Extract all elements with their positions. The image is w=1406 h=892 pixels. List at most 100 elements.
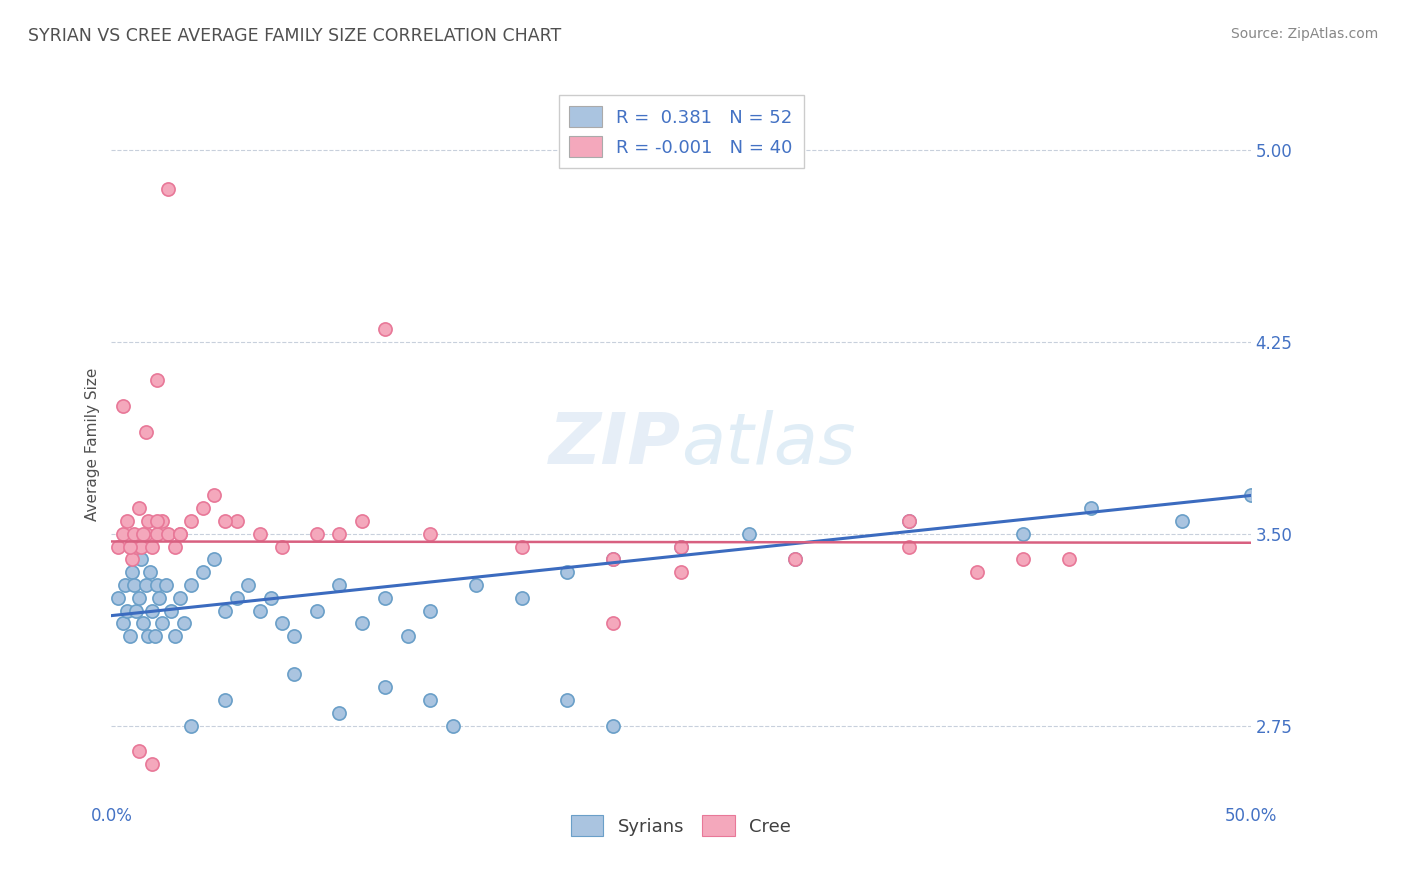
Point [146, 373, 169, 387]
Point [128, 501, 150, 516]
Point [1012, 526, 1035, 541]
Point [150, 514, 173, 528]
Point [202, 488, 225, 502]
Point [738, 526, 761, 541]
Text: atlas: atlas [681, 409, 856, 479]
Point [141, 756, 163, 771]
Point [602, 552, 624, 566]
Point [225, 514, 247, 528]
Point [159, 603, 181, 617]
Point [602, 718, 624, 732]
Point [117, 514, 139, 528]
Point [555, 693, 578, 707]
Point [328, 578, 350, 592]
Point [180, 578, 202, 592]
Point [202, 552, 225, 566]
Point [155, 578, 177, 592]
Point [1057, 552, 1080, 566]
Point [352, 616, 374, 631]
Point [328, 526, 350, 541]
Point [898, 540, 921, 554]
Point [125, 603, 148, 617]
Point [441, 718, 464, 732]
Point [669, 540, 692, 554]
Point [122, 526, 145, 541]
Point [173, 616, 195, 631]
Text: ZIP: ZIP [548, 409, 681, 479]
Point [107, 591, 129, 605]
Point [465, 578, 488, 592]
Point [150, 616, 173, 631]
Point [249, 603, 271, 617]
Point [180, 718, 202, 732]
Point [165, 540, 187, 554]
Point [214, 693, 236, 707]
Point [898, 514, 921, 528]
Point [510, 591, 533, 605]
Point [157, 181, 180, 195]
Point [118, 540, 141, 554]
Point [148, 591, 170, 605]
Point [146, 578, 169, 592]
Point [169, 526, 191, 541]
Point [111, 526, 134, 541]
Point [669, 565, 692, 579]
Point [135, 578, 157, 592]
Legend: Syrians, Cree: Syrians, Cree [564, 808, 799, 843]
Point [180, 514, 202, 528]
Point [146, 514, 169, 528]
Point [165, 629, 187, 643]
Point [132, 526, 155, 541]
Point [111, 399, 134, 413]
Y-axis label: Average Family Size: Average Family Size [86, 368, 100, 521]
Point [121, 565, 143, 579]
Point [125, 540, 148, 554]
Point [419, 603, 441, 617]
Point [283, 629, 305, 643]
Point [669, 540, 692, 554]
Point [396, 629, 419, 643]
Point [146, 526, 169, 541]
Point [128, 744, 150, 758]
Point [143, 629, 166, 643]
Point [128, 591, 150, 605]
Point [157, 526, 180, 541]
Point [1240, 488, 1263, 502]
Point [510, 540, 533, 554]
Point [225, 591, 247, 605]
Point [419, 693, 441, 707]
Point [305, 526, 328, 541]
Point [135, 526, 157, 541]
Point [214, 603, 236, 617]
Point [783, 552, 806, 566]
Point [236, 578, 259, 592]
Point [602, 552, 624, 566]
Point [374, 322, 396, 336]
Point [129, 540, 152, 554]
Point [328, 706, 350, 720]
Point [136, 629, 159, 643]
Point [283, 667, 305, 681]
Point [135, 425, 157, 439]
Point [1171, 514, 1194, 528]
Point [966, 565, 988, 579]
Point [118, 629, 141, 643]
Point [129, 552, 152, 566]
Point [352, 514, 374, 528]
Point [783, 552, 806, 566]
Point [141, 603, 163, 617]
Point [249, 526, 271, 541]
Point [305, 603, 328, 617]
Point [139, 565, 162, 579]
Point [117, 603, 139, 617]
Point [419, 526, 441, 541]
Point [191, 565, 214, 579]
Point [260, 591, 283, 605]
Point [214, 514, 236, 528]
Point [169, 591, 191, 605]
Point [602, 616, 624, 631]
Point [122, 578, 145, 592]
Point [555, 565, 578, 579]
Point [898, 514, 921, 528]
Point [114, 578, 136, 592]
